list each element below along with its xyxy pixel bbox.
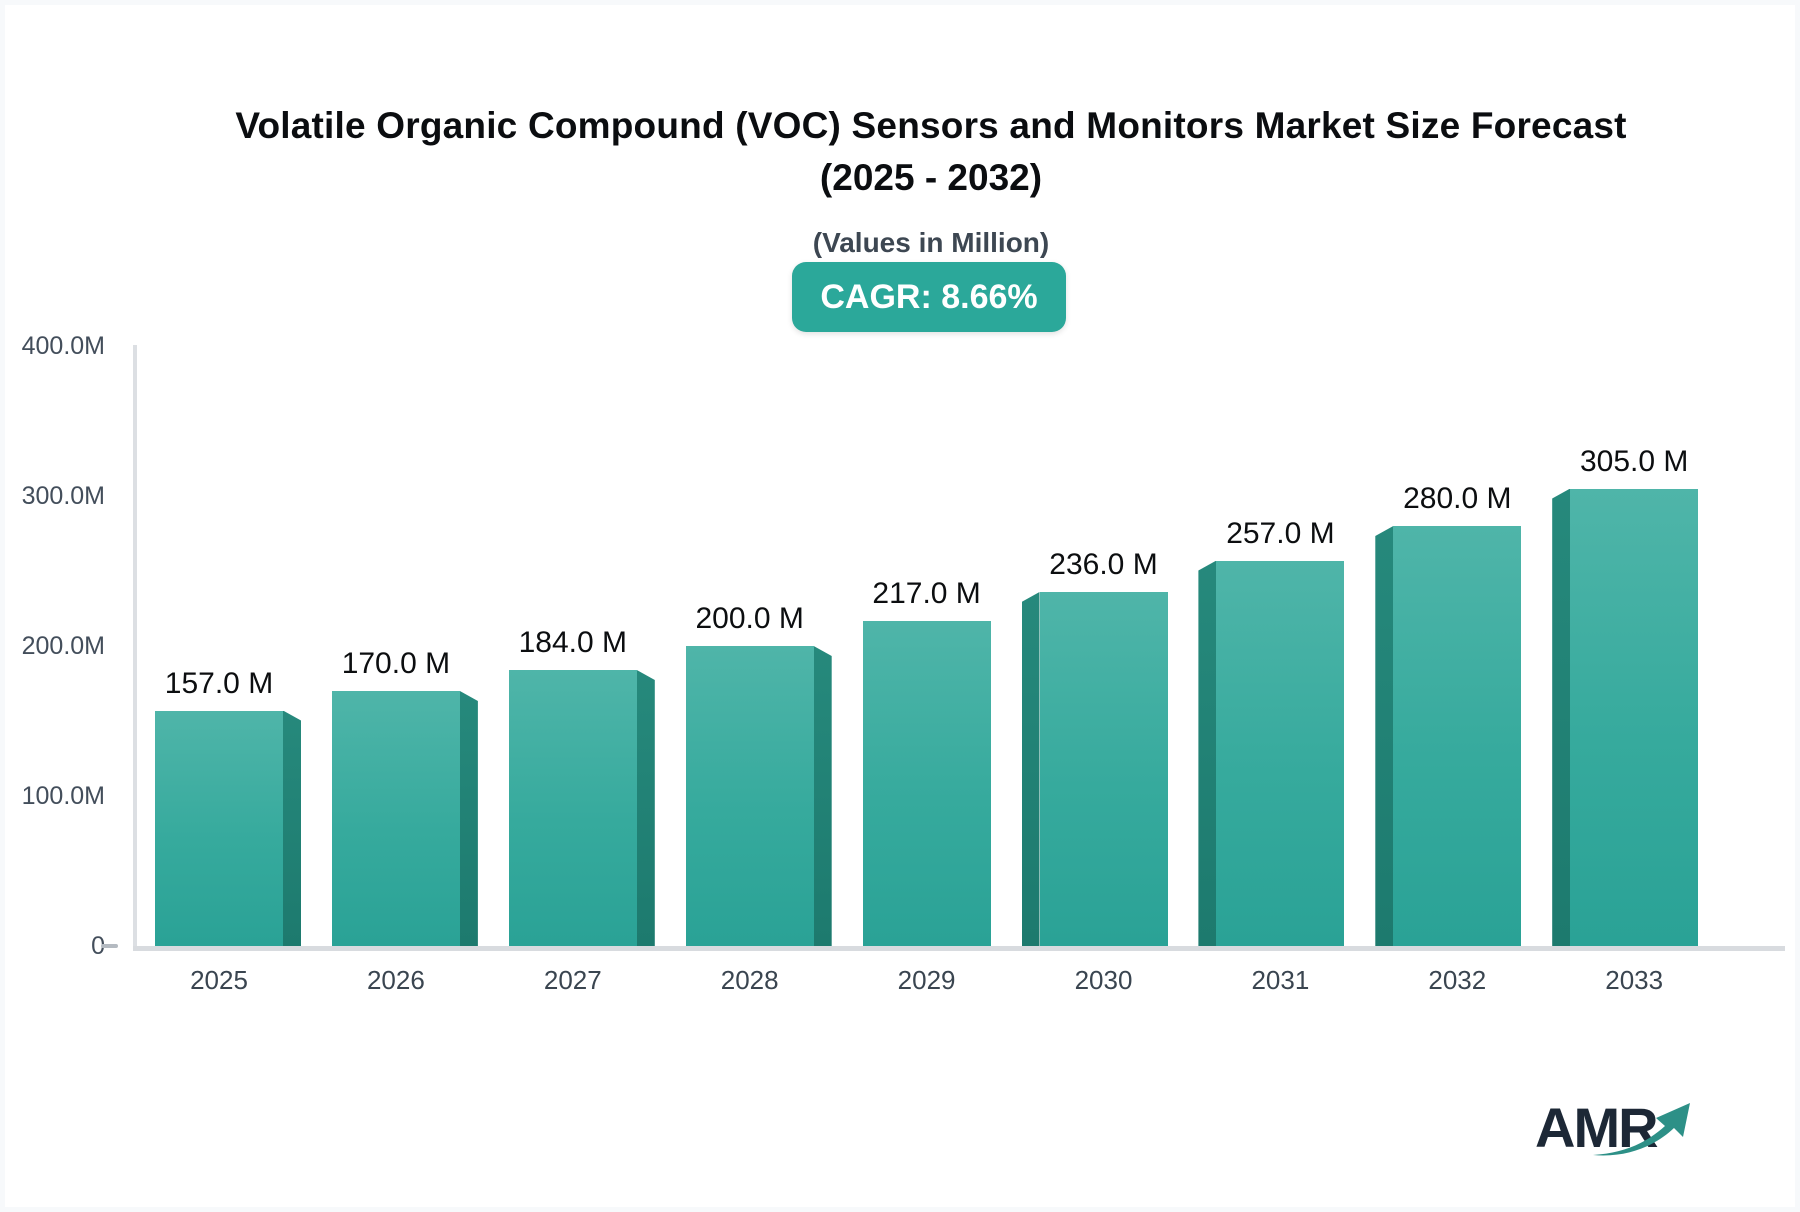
bar-side-2025 bbox=[283, 710, 301, 946]
value-label-2027: 184.0 M bbox=[518, 626, 627, 659]
value-label-2033: 305.0 M bbox=[1579, 444, 1689, 478]
value-label-2031: 257.0 M bbox=[1226, 516, 1335, 550]
bar-2026 bbox=[331, 691, 460, 946]
bar-side-2033 bbox=[1552, 488, 1571, 946]
x-tick-label-2029: 2029 bbox=[897, 965, 956, 995]
value-label-2025: 157.0 M bbox=[164, 666, 274, 700]
chart-subtitle: (Values in Million) bbox=[812, 227, 1050, 258]
value-label-2029: 217.0 M bbox=[872, 576, 981, 610]
chart-title-line1: Volatile Organic Compound (VOC) Sensors … bbox=[235, 105, 1627, 146]
y-tick-label: 100.0M bbox=[21, 782, 105, 810]
bar-chart: 400.0M 300.0M 200.0M 100.0M 0 157.0 M 170.0 M… bbox=[5, 5, 1795, 1207]
value-label-2026: 170.0 M bbox=[341, 647, 451, 680]
bar-2030 bbox=[1039, 592, 1168, 946]
value-label-2030: 236.0 M bbox=[1049, 548, 1158, 581]
x-tick-label-2030: 2030 bbox=[1074, 965, 1133, 995]
bar-2032 bbox=[1393, 526, 1522, 946]
y-tick-label: 300.0M bbox=[21, 482, 105, 510]
bar-2033 bbox=[1570, 488, 1699, 946]
x-tick-label-2026: 2026 bbox=[366, 965, 425, 995]
y-tick-label: 200.0M bbox=[21, 632, 105, 660]
bar-2028 bbox=[685, 646, 814, 946]
chart-title-line2: (2025 - 2032) bbox=[819, 157, 1043, 198]
bar-side-2030 bbox=[1021, 592, 1040, 946]
y-tick-label: 400.0M bbox=[21, 332, 105, 360]
amr-logo: AMR bbox=[1535, 1096, 1690, 1159]
x-tick-label-2033: 2033 bbox=[1605, 965, 1664, 995]
x-tick-label-2025: 2025 bbox=[190, 965, 248, 995]
zero-tick-mark bbox=[101, 944, 118, 948]
value-label-2032: 280.0 M bbox=[1403, 482, 1512, 515]
amr-logo-text: AMR bbox=[1535, 1096, 1658, 1159]
x-axis-line bbox=[133, 946, 1785, 951]
cagr-badge: CAGR: 8.66% bbox=[792, 262, 1066, 332]
y-axis-line bbox=[133, 345, 137, 947]
x-tick-label-2027: 2027 bbox=[543, 965, 602, 995]
bar-2025 bbox=[155, 710, 283, 946]
bar-2031 bbox=[1216, 560, 1345, 946]
bar-side-2031 bbox=[1198, 560, 1217, 946]
bar-2027 bbox=[508, 670, 637, 946]
bar-2029 bbox=[862, 620, 991, 946]
amr-logo-arrow-icon bbox=[1593, 1103, 1690, 1156]
y-tick-label: 0 bbox=[91, 932, 105, 960]
bar-side-2028 bbox=[813, 646, 832, 946]
x-tick-label-2028: 2028 bbox=[720, 965, 779, 995]
bar-side-2026 bbox=[459, 691, 478, 946]
bar-side-2032 bbox=[1375, 526, 1394, 946]
bar-side-2027 bbox=[636, 670, 655, 946]
value-label-2028: 200.0 M bbox=[695, 602, 804, 635]
x-tick-label-2031: 2031 bbox=[1251, 965, 1310, 995]
x-tick-label-2032: 2032 bbox=[1428, 965, 1487, 995]
